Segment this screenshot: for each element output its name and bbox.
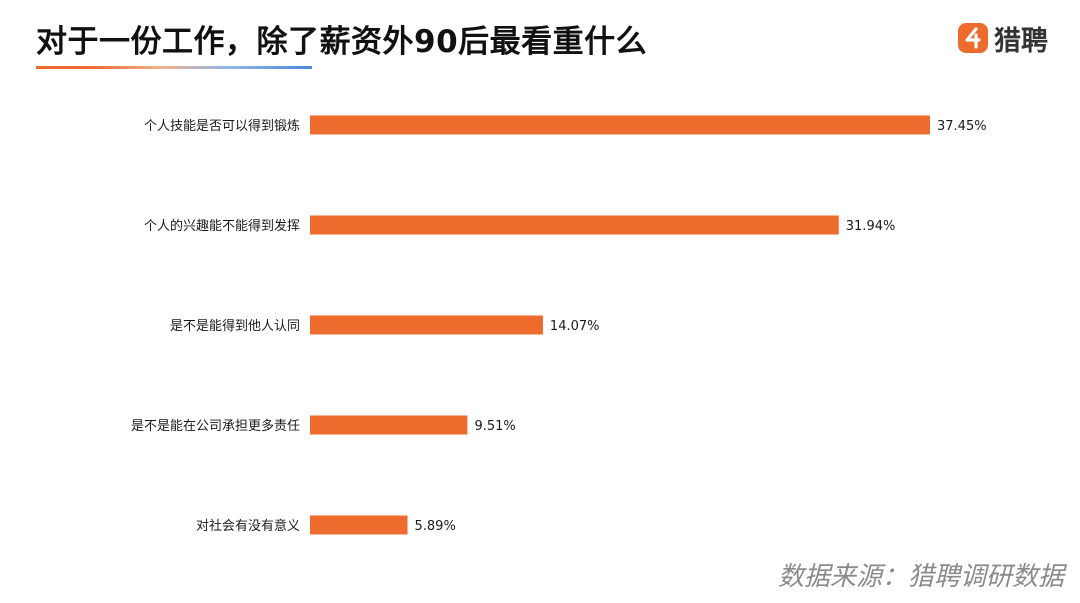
value-label: 14.07% [550, 319, 600, 334]
brand-logo: 猎聘 [958, 20, 1048, 57]
bar [310, 515, 408, 535]
bar [310, 415, 468, 435]
bar [310, 315, 543, 335]
page-title: 对于一份工作，除了薪资外90后最看重什么 [36, 24, 648, 60]
value-label: 31.94% [846, 219, 896, 234]
brand-name: 猎聘 [994, 25, 1048, 57]
bar [310, 115, 930, 135]
bar [310, 215, 839, 235]
data-source: 数据来源：猎聘调研数据 [777, 562, 1064, 592]
category-label: 个人技能是否可以得到锻炼 [144, 118, 300, 134]
value-label: 37.45% [937, 119, 987, 134]
category-label: 是不是能在公司承担更多责任 [131, 418, 300, 434]
liepin-logo-icon [958, 23, 988, 53]
category-label: 对社会有没有意义 [196, 518, 300, 534]
value-label: 5.89% [415, 519, 456, 534]
bar-chart: 个人技能是否可以得到锻炼 37.45% 个人的兴趣能不能得到发挥 31.94% 是不是能… [131, 115, 987, 535]
category-label: 是不是能得到他人认同 [170, 318, 300, 334]
title-underline [36, 66, 312, 69]
value-label: 9.51% [474, 419, 515, 434]
category-label: 个人的兴趣能不能得到发挥 [144, 218, 300, 234]
